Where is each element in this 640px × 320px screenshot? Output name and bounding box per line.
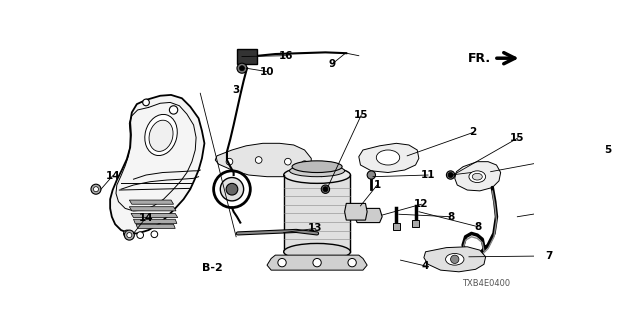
Ellipse shape: [284, 167, 351, 183]
Polygon shape: [129, 207, 176, 211]
Text: 14: 14: [139, 212, 154, 223]
Polygon shape: [355, 208, 382, 223]
Ellipse shape: [292, 161, 342, 172]
Circle shape: [313, 259, 321, 267]
Circle shape: [226, 158, 233, 165]
Ellipse shape: [149, 120, 173, 151]
Circle shape: [124, 230, 130, 237]
Text: 16: 16: [279, 51, 294, 61]
Polygon shape: [344, 204, 367, 220]
Circle shape: [170, 106, 178, 114]
Circle shape: [91, 184, 101, 194]
Text: 5: 5: [604, 145, 611, 155]
Polygon shape: [455, 162, 500, 191]
Circle shape: [93, 187, 99, 192]
Circle shape: [278, 259, 286, 267]
Polygon shape: [134, 219, 177, 223]
Ellipse shape: [445, 253, 464, 265]
Circle shape: [348, 259, 356, 267]
Polygon shape: [131, 213, 178, 218]
Text: 3: 3: [232, 85, 240, 95]
Polygon shape: [215, 143, 311, 177]
Ellipse shape: [472, 173, 483, 180]
Ellipse shape: [145, 115, 177, 156]
Text: 14: 14: [106, 171, 120, 181]
Circle shape: [448, 172, 453, 178]
Circle shape: [237, 63, 247, 73]
Text: 10: 10: [260, 67, 275, 76]
Ellipse shape: [469, 171, 486, 182]
Text: 7: 7: [545, 251, 553, 261]
Ellipse shape: [284, 244, 351, 260]
Text: 8: 8: [447, 212, 454, 222]
Polygon shape: [110, 95, 204, 233]
Ellipse shape: [289, 165, 344, 177]
Polygon shape: [359, 143, 419, 172]
Circle shape: [447, 171, 455, 179]
Text: 12: 12: [414, 199, 429, 209]
Circle shape: [255, 157, 262, 163]
Circle shape: [323, 187, 328, 192]
Polygon shape: [267, 255, 367, 270]
Polygon shape: [284, 175, 351, 252]
Circle shape: [301, 161, 308, 167]
Text: 13: 13: [308, 223, 323, 233]
Circle shape: [451, 255, 459, 263]
Circle shape: [151, 231, 157, 238]
Circle shape: [239, 66, 244, 71]
Text: TXB4E0400: TXB4E0400: [461, 279, 509, 288]
Circle shape: [137, 232, 143, 238]
FancyBboxPatch shape: [237, 49, 257, 64]
Circle shape: [285, 158, 291, 165]
Text: 2: 2: [470, 127, 477, 138]
Polygon shape: [424, 247, 486, 272]
Circle shape: [226, 183, 238, 195]
FancyBboxPatch shape: [412, 220, 419, 227]
Circle shape: [127, 233, 132, 238]
Circle shape: [321, 185, 330, 193]
Text: 1: 1: [374, 180, 381, 190]
Ellipse shape: [376, 150, 400, 165]
Circle shape: [124, 230, 134, 240]
Text: 8: 8: [474, 222, 482, 232]
Polygon shape: [136, 224, 175, 228]
FancyBboxPatch shape: [392, 223, 400, 230]
Text: 15: 15: [354, 110, 369, 120]
Text: 15: 15: [510, 133, 525, 143]
Text: FR.: FR.: [467, 52, 491, 65]
Circle shape: [220, 178, 244, 201]
Text: 4: 4: [422, 261, 429, 271]
Text: 11: 11: [421, 170, 435, 180]
Text: 9: 9: [328, 59, 335, 69]
Polygon shape: [129, 200, 173, 204]
Text: B-2: B-2: [202, 263, 223, 274]
Circle shape: [367, 171, 376, 179]
Circle shape: [143, 99, 149, 106]
